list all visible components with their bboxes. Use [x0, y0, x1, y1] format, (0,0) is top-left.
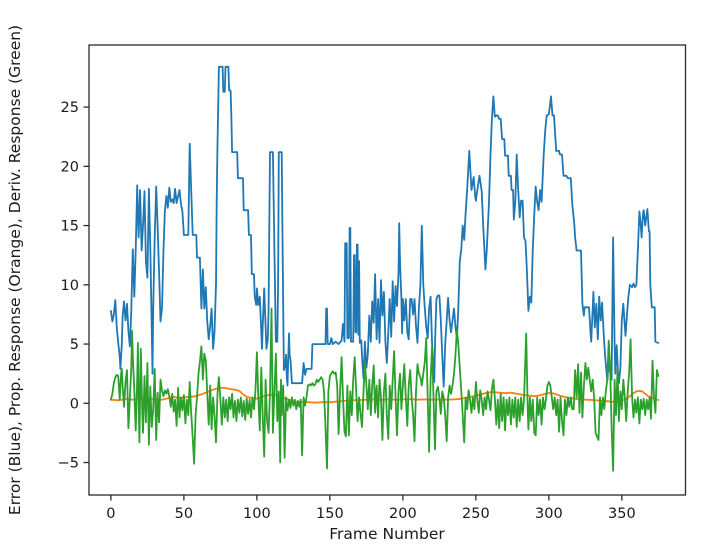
y-tick-label: 20 — [61, 159, 79, 175]
series-group — [110, 65, 660, 472]
y-tick-label: 10 — [61, 278, 79, 294]
series-line-deriv-response — [110, 307, 660, 472]
y-tick-label: 0 — [70, 396, 79, 412]
x-tick-label: 100 — [243, 506, 271, 522]
x-tick-label: 250 — [462, 506, 490, 522]
y-tick-label: −5 — [58, 456, 79, 472]
x-tick-label: 300 — [535, 506, 563, 522]
plot-border — [88, 44, 687, 496]
axes-group: 0 50 100 150 200 250 300 350 −5 0 5 10 15 20 25 — [58, 44, 687, 522]
y-tick-label: 25 — [61, 100, 79, 116]
x-tick-label: 200 — [389, 506, 417, 522]
series-line-error — [110, 65, 660, 388]
y-tick-label: 5 — [70, 337, 79, 353]
x-tick-label: 350 — [608, 506, 636, 522]
y-axis-label: Error (Blue), Prop. Response (Orange), D… — [6, 25, 24, 515]
x-tick-label: 0 — [106, 506, 115, 522]
y-tick-label: 15 — [61, 219, 79, 235]
x-tick-label: 50 — [175, 506, 193, 522]
x-tick-label: 150 — [316, 506, 344, 522]
x-axis-label: Frame Number — [329, 525, 445, 543]
